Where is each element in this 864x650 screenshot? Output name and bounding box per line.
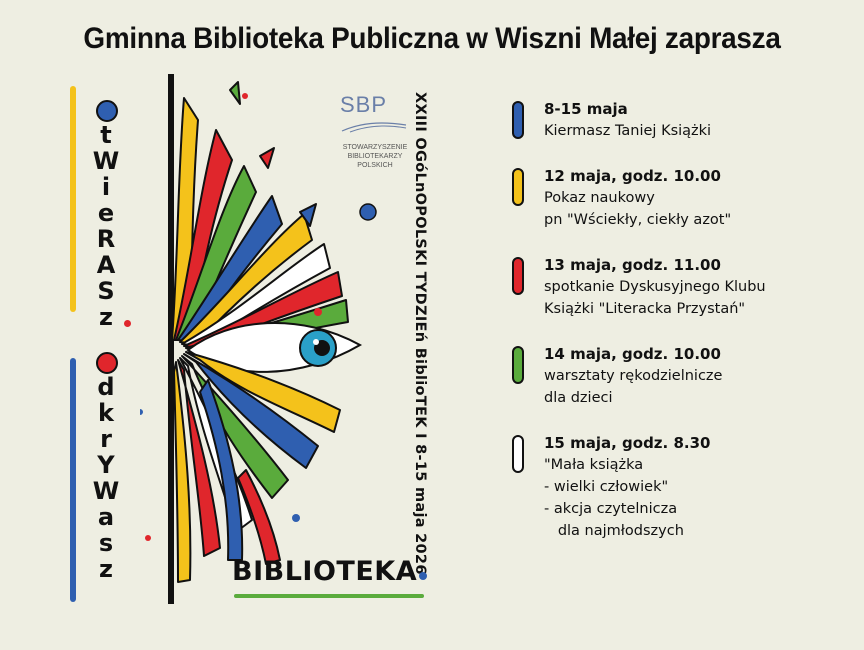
event-list: 8-15 maja Kiermasz Taniej Książki 12 maja,…	[512, 98, 852, 565]
letter: t	[100, 121, 112, 149]
letter: W	[92, 147, 120, 175]
event-description: "Mała książka	[544, 457, 644, 473]
color-marker	[512, 101, 524, 139]
letter: r	[100, 425, 112, 453]
letter: s	[98, 529, 114, 557]
event-date: 14 maja, godz. 10.00	[544, 345, 721, 363]
book-eye-illustration	[140, 74, 377, 604]
event-date: 8-15 maja	[544, 100, 628, 118]
event-item: 15 maja, godz. 8.30 "Mała książka - wielki…	[512, 432, 852, 542]
letter: z	[99, 555, 113, 583]
sbp-name: STOWARZYSZENIE BIBLIOTEKARZY POLSKICH	[342, 144, 408, 169]
event-description: warsztaty rękodzielnicze	[544, 368, 723, 384]
logo-underline	[234, 594, 424, 598]
letter: k	[98, 399, 114, 427]
letter: e	[97, 199, 115, 227]
event-date: 13 maja, godz. 11.00	[544, 256, 721, 274]
blue-dot	[96, 100, 118, 122]
event-description: Pokaz naukowy	[544, 190, 655, 206]
sbp-swoosh-icon	[341, 122, 407, 133]
color-marker	[512, 435, 524, 473]
blue-stripe	[70, 358, 76, 602]
event-item: 8-15 maja Kiermasz Taniej Książki	[512, 98, 852, 142]
red-dot	[96, 352, 118, 374]
letter: z	[99, 303, 113, 331]
event-item: 14 maja, godz. 10.00 warsztaty rękodzieln…	[512, 343, 852, 409]
letter: d	[97, 373, 115, 401]
letter: R	[96, 225, 116, 253]
event-date: 12 maja, godz. 10.00	[544, 167, 721, 185]
page-title: Gminna Biblioteka Publiczna w Wiszni Mał…	[83, 22, 781, 55]
yellow-stripe	[70, 86, 76, 312]
biblioteka-logo: BIBLIOTEKA	[232, 556, 428, 587]
color-marker	[512, 257, 524, 295]
sbp-mark: SBP	[340, 92, 388, 117]
letter: S	[97, 277, 115, 305]
letter: Y	[97, 451, 115, 479]
sbp-logo: SBP STOWARZYSZENIE BIBLIOTEKARZY POLSKIC…	[340, 92, 410, 170]
letter: i	[101, 173, 111, 201]
week-caption: XXIII OGóLnOPOLSKI TYDZIEń BiblioTEK I 8…	[412, 92, 428, 575]
event-description: dla dzieci	[544, 390, 613, 406]
letter: a	[97, 503, 115, 531]
event-description: Książki "Literacka Przystań"	[544, 301, 746, 317]
color-marker	[512, 346, 524, 384]
event-description: Kiermasz Taniej Książki	[544, 123, 712, 139]
event-description: - akcja czytelnicza	[544, 501, 678, 517]
letter: W	[92, 477, 120, 505]
event-item: 12 maja, godz. 10.00 Pokaz naukowy pn "Wśc…	[512, 165, 852, 231]
color-marker	[512, 168, 524, 206]
event-date: 15 maja, godz. 8.30	[544, 434, 711, 452]
event-description: pn "Wściekły, ciekły azot"	[544, 212, 732, 228]
letter: A	[96, 251, 116, 279]
logo-dot-icon	[419, 572, 428, 580]
event-item: 13 maja, godz. 11.00 spotkanie Dyskusyjne…	[512, 254, 852, 320]
red-dot-small	[124, 320, 131, 327]
event-description: - wielki człowiek"	[544, 479, 669, 495]
event-description: spotkanie Dyskusyjnego Klubu	[544, 279, 766, 295]
event-description: dla najmłodszych	[544, 523, 684, 539]
